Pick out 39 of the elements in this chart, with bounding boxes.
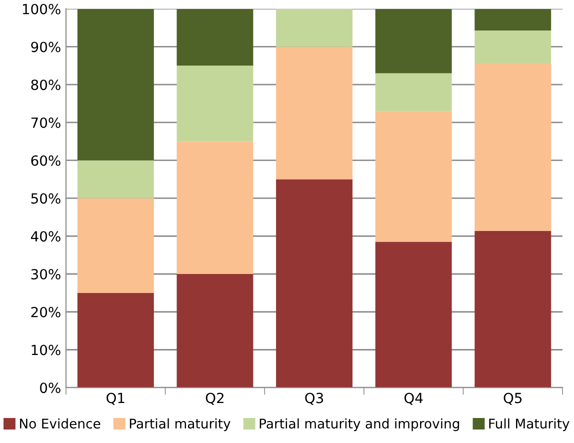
y-tick-label: 90% — [31, 42, 60, 52]
bar — [375, 73, 452, 112]
y-tick-label: 0% — [40, 382, 60, 394]
y-tick-label: 70% — [31, 117, 60, 128]
bar — [176, 8, 254, 66]
y-tick-label: 50% — [31, 193, 60, 204]
bar — [375, 242, 452, 388]
bar — [276, 8, 352, 47]
x-tick-label: Q2 — [206, 392, 224, 405]
bar — [276, 46, 352, 180]
x-tick-label: Q1 — [106, 392, 124, 405]
x-tick-label: Q3 — [305, 392, 324, 405]
y-tick-label: 40% — [30, 231, 60, 242]
bar — [77, 8, 154, 160]
y-tick-label: 100% — [22, 4, 60, 14]
bar — [176, 66, 254, 142]
bar — [276, 179, 352, 388]
x-tick-label: Q5 — [504, 392, 522, 405]
bar — [375, 8, 452, 74]
bar — [375, 111, 452, 242]
bar — [77, 198, 154, 293]
bar — [77, 160, 154, 198]
bar — [474, 63, 552, 231]
x-tick-label: Q4 — [404, 392, 423, 405]
legend-label: Full Maturity — [489, 418, 570, 432]
y-tick-label: 10% — [32, 344, 60, 356]
y-tick-label: 20% — [31, 306, 60, 318]
y-tick-label: 80% — [31, 80, 60, 90]
bar — [176, 141, 254, 274]
legend-label: Partial maturity — [130, 418, 230, 432]
bar — [474, 230, 552, 388]
legend-label: Partial maturity and improving — [260, 418, 460, 432]
y-tick-label: 60% — [31, 155, 60, 166]
legend-label: No Evidence — [20, 418, 100, 429]
bar — [176, 274, 254, 388]
bar — [474, 8, 552, 30]
y-tick-label: 30% — [31, 268, 60, 280]
bar — [474, 30, 552, 64]
bar — [77, 292, 154, 388]
